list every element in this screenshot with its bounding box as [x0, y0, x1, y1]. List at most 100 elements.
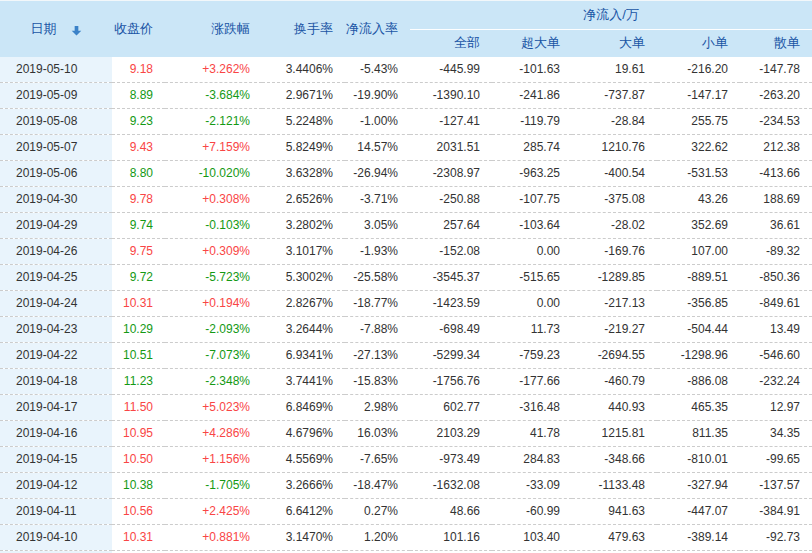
cell-close: 11.50 — [112, 395, 165, 421]
cell-date: 2019-04-23 — [0, 317, 112, 343]
table-row: 2019-04-259.72-5.723%5.3002%-25.58%-3545… — [0, 265, 812, 291]
cell-large: -219.27 — [572, 317, 657, 343]
cell-small: 465.35 — [657, 395, 740, 421]
cell-large: 1210.76 — [572, 135, 657, 161]
table-row: 2019-04-309.78+0.308%2.6526%-3.71%-250.8… — [0, 187, 812, 213]
cell-change: +2.425% — [165, 499, 262, 525]
table-row: 2019-05-098.89-3.684%2.9671%-19.90%-1390… — [0, 83, 812, 109]
table-row: 2019-05-079.43+7.159%5.8249%14.57%2031.5… — [0, 135, 812, 161]
cell-all: -1756.76 — [410, 369, 492, 395]
cell-turnover: 3.1017% — [262, 239, 345, 265]
cell-retail: -850.36 — [740, 265, 812, 291]
cell-date: 2019-05-07 — [0, 135, 112, 161]
table-row: 2019-04-1010.31+0.881%3.1470%1.20%101.16… — [0, 525, 812, 551]
cell-change: +1.156% — [165, 447, 262, 473]
table-header: 日期 收盘价 涨跌幅 换手率 净流入率 净流入/万 全部 超大单 大单 小单 散… — [0, 1, 812, 57]
cell-large: -28.84 — [572, 109, 657, 135]
cell-turnover: 4.6796% — [262, 421, 345, 447]
cell-all: -3545.37 — [410, 265, 492, 291]
table-row: 2019-04-1110.56+2.425%6.6412%0.27%48.66-… — [0, 499, 812, 525]
cell-inflow-rate: 1.20% — [345, 525, 410, 551]
cell-small: 811.35 — [657, 421, 740, 447]
cell-turnover: 2.9671% — [262, 83, 345, 109]
column-header-close: 收盘价 — [112, 1, 165, 57]
cell-large: -1289.85 — [572, 265, 657, 291]
cell-super-large: 103.40 — [492, 525, 572, 551]
cell-change: -2.121% — [165, 109, 262, 135]
column-header-date[interactable]: 日期 — [0, 1, 112, 57]
cell-super-large: -33.09 — [492, 473, 572, 499]
cell-close: 10.95 — [112, 421, 165, 447]
cell-retail: 12.97 — [740, 395, 812, 421]
cell-small: 43.26 — [657, 187, 740, 213]
column-header-all: 全部 — [410, 29, 492, 57]
cell-large: 19.61 — [572, 57, 657, 83]
cell-small: -810.01 — [657, 447, 740, 473]
cell-retail: -849.61 — [740, 291, 812, 317]
cell-small: 352.69 — [657, 213, 740, 239]
cell-super-large: 285.74 — [492, 135, 572, 161]
cell-super-large: -103.64 — [492, 213, 572, 239]
cell-small: 255.75 — [657, 109, 740, 135]
cell-small: -147.17 — [657, 83, 740, 109]
cell-large: -348.66 — [572, 447, 657, 473]
cell-close: 9.43 — [112, 135, 165, 161]
cell-all: -250.88 — [410, 187, 492, 213]
cell-small: -889.51 — [657, 265, 740, 291]
cell-small: -356.85 — [657, 291, 740, 317]
column-header-date-label: 日期 — [31, 20, 57, 38]
cell-retail: -89.32 — [740, 239, 812, 265]
column-header-retail: 散单 — [740, 29, 812, 57]
cell-inflow-rate: -26.94% — [345, 161, 410, 187]
cell-change: +4.286% — [165, 421, 262, 447]
table-row: 2019-04-2410.31+0.194%2.8267%-18.77%-142… — [0, 291, 812, 317]
table-row: 2019-04-2310.29-2.093%3.2644%-7.88%-698.… — [0, 317, 812, 343]
cell-super-large: -316.48 — [492, 395, 572, 421]
cell-retail: -99.65 — [740, 447, 812, 473]
cell-retail: -137.57 — [740, 473, 812, 499]
cell-turnover: 2.6526% — [262, 187, 345, 213]
cell-inflow-rate: 14.57% — [345, 135, 410, 161]
cell-all: -973.49 — [410, 447, 492, 473]
cell-small: 107.00 — [657, 239, 740, 265]
table-row: 2019-04-2210.51-7.073%6.9341%-27.13%-529… — [0, 343, 812, 369]
cell-change: -10.020% — [165, 161, 262, 187]
cell-all: 48.66 — [410, 499, 492, 525]
cell-small: -216.20 — [657, 57, 740, 83]
fund-flow-table: 日期 收盘价 涨跌幅 换手率 净流入率 净流入/万 全部 超大单 大单 小单 散… — [0, 1, 812, 553]
cell-change: +3.262% — [165, 57, 262, 83]
cell-super-large: -759.23 — [492, 343, 572, 369]
cell-large: -400.54 — [572, 161, 657, 187]
cell-all: 2103.29 — [410, 421, 492, 447]
cell-close: 10.51 — [112, 343, 165, 369]
cell-change: +5.023% — [165, 395, 262, 421]
sort-descending-icon[interactable] — [71, 24, 82, 35]
cell-turnover: 3.1470% — [262, 525, 345, 551]
cell-date: 2019-04-12 — [0, 473, 112, 499]
cell-close: 10.56 — [112, 499, 165, 525]
cell-large: -2694.55 — [572, 343, 657, 369]
cell-retail: -147.78 — [740, 57, 812, 83]
cell-date: 2019-04-18 — [0, 369, 112, 395]
cell-super-large: -515.65 — [492, 265, 572, 291]
cell-small: -531.53 — [657, 161, 740, 187]
cell-close: 9.72 — [112, 265, 165, 291]
cell-small: -504.44 — [657, 317, 740, 343]
column-header-small: 小单 — [657, 29, 740, 57]
cell-inflow-rate: -18.77% — [345, 291, 410, 317]
cell-large: -28.02 — [572, 213, 657, 239]
cell-all: -1390.10 — [410, 83, 492, 109]
cell-large: -737.87 — [572, 83, 657, 109]
cell-large: -460.79 — [572, 369, 657, 395]
cell-turnover: 6.6412% — [262, 499, 345, 525]
table-row: 2019-04-1811.23-2.348%3.7441%-15.83%-175… — [0, 369, 812, 395]
cell-small: -327.94 — [657, 473, 740, 499]
cell-all: -698.49 — [410, 317, 492, 343]
cell-super-large: 41.78 — [492, 421, 572, 447]
cell-date: 2019-04-26 — [0, 239, 112, 265]
cell-all: -5299.34 — [410, 343, 492, 369]
table-row: 2019-04-1210.38-1.705%3.2666%-18.47%-163… — [0, 473, 812, 499]
cell-all: 101.16 — [410, 525, 492, 551]
cell-super-large: -241.86 — [492, 83, 572, 109]
cell-inflow-rate: 0.27% — [345, 499, 410, 525]
